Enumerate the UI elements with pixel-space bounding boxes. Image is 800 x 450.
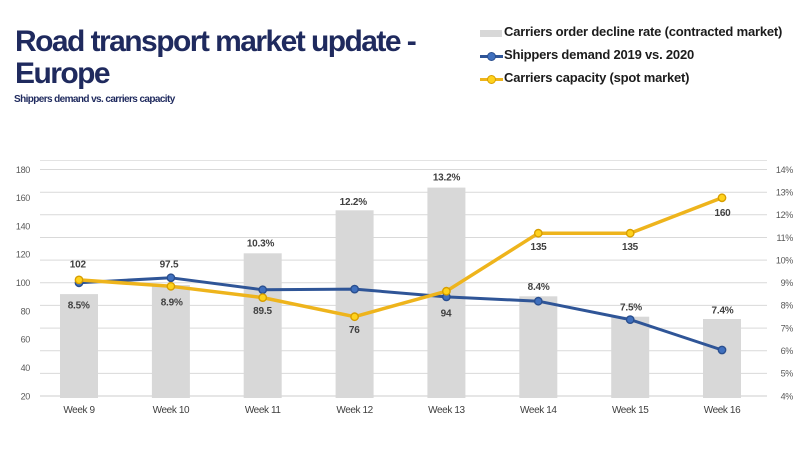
svg-text:8.9%: 8.9% [161, 298, 183, 309]
svg-text:7.5%: 7.5% [620, 303, 642, 314]
svg-text:60: 60 [21, 335, 31, 345]
svg-text:10.3%: 10.3% [247, 239, 275, 250]
svg-text:Week 11: Week 11 [245, 405, 282, 416]
svg-text:8.4%: 8.4% [528, 282, 550, 293]
svg-text:13.2%: 13.2% [433, 173, 461, 184]
svg-text:9%: 9% [781, 278, 794, 288]
svg-text:14%: 14% [776, 165, 793, 175]
svg-text:7.4%: 7.4% [712, 306, 734, 317]
svg-text:40: 40 [21, 363, 31, 373]
svg-text:89.5: 89.5 [253, 306, 272, 317]
svg-text:8.5%: 8.5% [68, 301, 90, 312]
svg-text:6%: 6% [781, 346, 794, 356]
svg-text:Week 15: Week 15 [612, 405, 649, 416]
svg-text:135: 135 [622, 242, 639, 253]
svg-text:140: 140 [16, 221, 30, 231]
svg-text:97.5: 97.5 [160, 260, 179, 271]
svg-text:76: 76 [349, 325, 360, 336]
svg-text:100: 100 [16, 278, 30, 288]
svg-text:180: 180 [16, 165, 30, 175]
svg-text:160: 160 [16, 193, 30, 203]
svg-text:Week 10: Week 10 [153, 405, 190, 416]
svg-text:20: 20 [21, 391, 31, 401]
svg-text:80: 80 [21, 306, 31, 316]
svg-text:13%: 13% [776, 188, 793, 198]
svg-text:135: 135 [530, 242, 547, 253]
svg-text:4%: 4% [781, 391, 794, 401]
svg-text:12%: 12% [776, 210, 793, 220]
svg-text:Week 13: Week 13 [428, 405, 465, 416]
svg-text:160: 160 [714, 208, 731, 219]
svg-text:120: 120 [16, 250, 30, 260]
svg-text:Week 12: Week 12 [336, 405, 373, 416]
svg-text:94: 94 [441, 309, 452, 320]
svg-text:10%: 10% [776, 255, 793, 265]
svg-text:5%: 5% [781, 369, 794, 379]
svg-text:Week 14: Week 14 [520, 405, 557, 416]
svg-text:7%: 7% [781, 323, 794, 333]
svg-text:Week 9: Week 9 [63, 405, 95, 416]
svg-text:8%: 8% [781, 301, 794, 311]
svg-text:12.2%: 12.2% [340, 197, 368, 208]
svg-text:Week 16: Week 16 [704, 405, 741, 416]
svg-text:11%: 11% [777, 233, 794, 243]
svg-text:102: 102 [70, 260, 87, 271]
